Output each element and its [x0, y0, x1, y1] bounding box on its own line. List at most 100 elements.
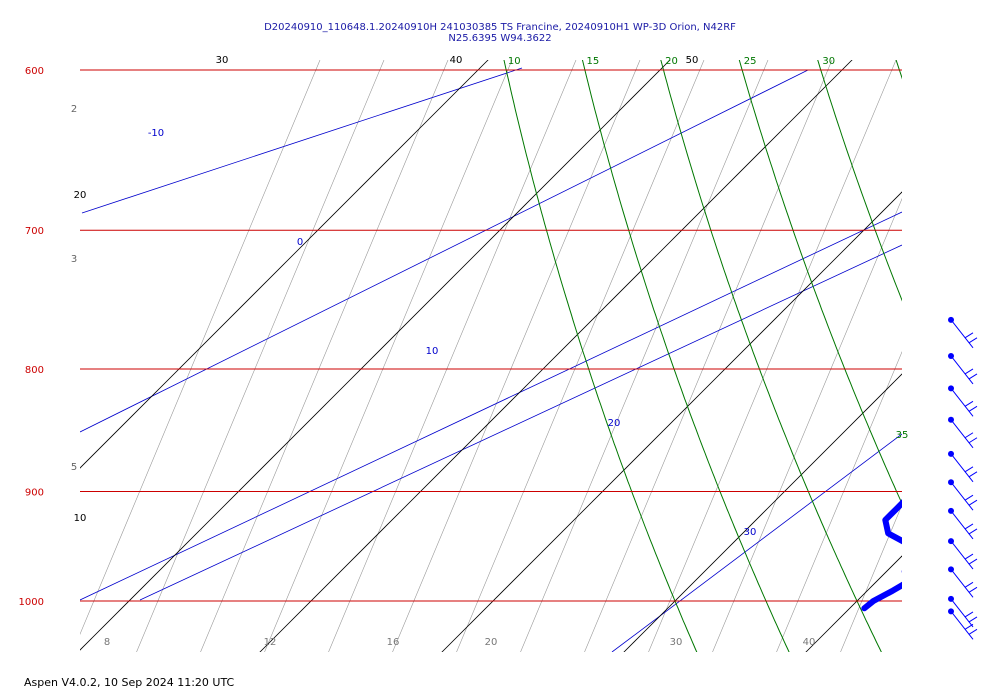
footer-version: Aspen V4.0.2, 10 Sep 2024 11:20 UTC: [24, 676, 235, 689]
dry-adiabat-label: 30: [822, 56, 835, 67]
wind-barb-flag: [964, 553, 974, 560]
wind-barb-flag: [968, 499, 978, 506]
wind-barb-staff: [950, 355, 974, 385]
mixing-ratio-line: [648, 60, 897, 652]
wind-barb-flag: [968, 337, 978, 344]
wind-barb-staff: [950, 611, 974, 640]
mixing-ratio-line: [776, 351, 902, 652]
wind-barb-flag: [964, 332, 974, 339]
wind-barb-flag: [968, 558, 978, 565]
wind-barb-staff: [950, 319, 974, 349]
moist-adiabat-label: 30: [744, 527, 757, 538]
isotherm-line: [80, 60, 489, 469]
wind-barb-staff: [950, 419, 974, 449]
temperature-axis-label: 20: [485, 637, 498, 648]
pressure-tick-label: 700: [25, 226, 44, 237]
isotherm-line: [623, 373, 902, 652]
wind-barbs: [948, 316, 978, 640]
temperature-axis-label: 16: [387, 637, 400, 648]
isotherm-lines: [80, 51, 1000, 657]
dry-adiabat-lines: [503, 60, 902, 652]
mixing-ratio-lines: [80, 60, 1000, 682]
wind-barb-flag: [968, 586, 978, 593]
dry-adiabat-line: [660, 60, 882, 652]
wind-barb-flag: [968, 437, 978, 444]
wind-barb-flag: [968, 405, 978, 412]
temperature-axis-label: 8: [104, 637, 110, 648]
isobar-lines: [80, 69, 902, 602]
mixing-ratio-line: [328, 60, 577, 652]
pressure-tick-label: 600: [25, 66, 44, 77]
chart-title-line2: N25.6395 W94.3622: [448, 33, 552, 44]
wind-barb-flag: [968, 628, 978, 635]
dry-adiabat-line: [738, 60, 902, 505]
temperature-axis-label: 40: [803, 637, 816, 648]
wind-barb-flag: [964, 581, 974, 588]
isotherm-top-label: 40: [450, 55, 463, 66]
moist-adiabat-line: [80, 69, 809, 433]
wind-barb-flag: [964, 523, 974, 530]
dry-adiabat-label: 15: [586, 56, 599, 67]
mixing-ratio-line: [200, 60, 449, 652]
mixing-ratio-line: [264, 60, 513, 652]
moist-adiabat-line: [139, 244, 902, 601]
wind-barb-flag: [968, 528, 978, 535]
wind-barb-staff: [950, 510, 974, 540]
isotherm-line: [983, 51, 1000, 657]
wind-barb-staff: [950, 453, 974, 483]
isotherm-line: [259, 60, 853, 652]
pressure-tick-label: 1000: [19, 597, 44, 608]
mixing-ratio-line: [456, 60, 705, 652]
isotherm-line: [80, 60, 671, 651]
wind-barb-flag: [964, 466, 974, 473]
temperature-axis-label: 30: [670, 637, 683, 648]
pressure-tick-label: 900: [25, 487, 44, 498]
dry-adiabat-label: 20: [665, 56, 678, 67]
dry-adiabat-line: [817, 60, 902, 302]
wind-barb-staff: [950, 540, 974, 570]
dry-adiabat-line: [895, 60, 902, 80]
dewpoint-profile-line: [861, 499, 902, 612]
dry-adiabat-line: [581, 60, 790, 652]
wind-barb-flag: [964, 611, 974, 618]
chart-title: D20240910_110648.1.20240910H 241030385 T…: [0, 22, 1000, 44]
wind-barb-flag: [964, 368, 974, 375]
dry-adiabat-label: 35: [896, 430, 909, 441]
wind-barb-flag: [964, 432, 974, 439]
wind-barb-staff: [950, 598, 974, 628]
isotherm-top-label: 30: [216, 55, 229, 66]
isotherm-line: [441, 191, 902, 652]
wind-barb-flag: [968, 471, 978, 478]
isotherm-top-label: 50: [686, 55, 699, 66]
mixing-ratio-label: 3: [71, 254, 77, 265]
mixing-ratio-line: [892, 60, 1000, 682]
mixing-ratio-label: 2: [71, 104, 77, 115]
mixing-ratio-label: 5: [71, 462, 77, 473]
moist-adiabat-line: [80, 211, 902, 601]
mixing-ratio-line: [392, 60, 641, 652]
isotherm-left-label: 20: [74, 190, 87, 201]
moist-adiabat-label: 0: [297, 237, 303, 248]
wind-barb-flag: [964, 494, 974, 501]
wind-barb-staff: [950, 569, 974, 598]
moist-adiabat-line: [611, 433, 902, 652]
moist-adiabat-lines: [80, 67, 902, 652]
dry-adiabat-line: [503, 60, 698, 652]
dry-adiabat-label: 10: [508, 56, 521, 67]
mixing-ratio-line: [80, 60, 321, 635]
temperature-profile-line: [978, 312, 1000, 609]
mixing-ratio-line: [520, 60, 769, 652]
mixing-ratio-line: [584, 60, 833, 652]
wind-barb-staff: [950, 388, 974, 417]
moist-adiabat-label: -10: [148, 128, 164, 139]
pressure-tick-label: 800: [25, 365, 44, 376]
moist-adiabat-line: [81, 67, 523, 214]
chart-title-line1: D20240910_110648.1.20240910H 241030385 T…: [264, 22, 736, 33]
profile-series: [861, 312, 1000, 612]
isotherm-left-label: 10: [74, 513, 87, 524]
wind-barb-flag: [964, 400, 974, 407]
mixing-ratio-line: [136, 60, 385, 652]
moist-adiabat-label: 10: [426, 346, 439, 357]
